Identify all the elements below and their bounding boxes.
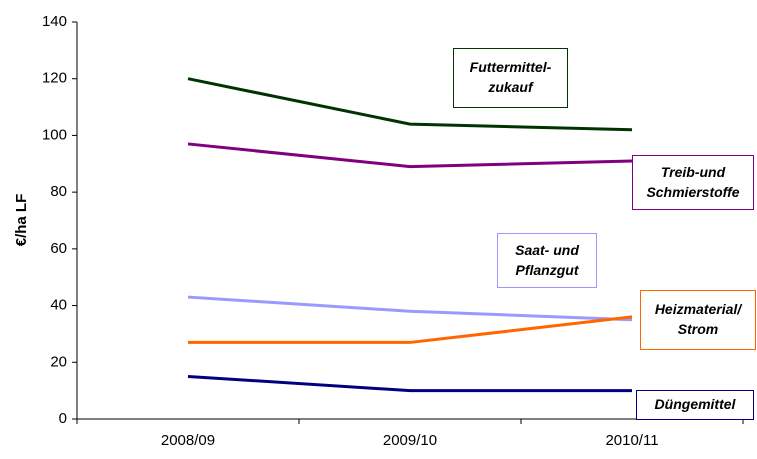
x-tick-label: 2008/09 [161, 432, 215, 449]
legend-label: Heizmaterial/ Strom [640, 290, 756, 350]
y-axis-label: €/ha LF [13, 194, 30, 247]
series-line [188, 315, 633, 344]
series-line [187, 77, 633, 132]
series-line [187, 142, 633, 169]
y-tick-label: 120 [42, 70, 67, 87]
y-tick-label: 0 [59, 410, 67, 427]
x-tick-label: 2010/11 [605, 432, 658, 449]
series-line [187, 295, 633, 322]
series-line [187, 374, 632, 393]
legend-label: Düngemittel [636, 390, 754, 420]
y-tick-label: 80 [50, 183, 67, 200]
y-tick-label: 100 [42, 126, 67, 143]
y-tick-label: 40 [50, 297, 67, 314]
legend-label: Treib-und Schmierstoffe [632, 155, 754, 210]
y-tick-label: 140 [42, 13, 67, 30]
y-tick-label: 60 [50, 240, 67, 257]
legend-label: Futtermittel- zukauf [453, 48, 568, 108]
y-tick-label: 20 [50, 353, 67, 370]
x-tick-label: 2009/10 [383, 432, 437, 449]
legend-label: Saat- und Pflanzgut [497, 233, 597, 288]
